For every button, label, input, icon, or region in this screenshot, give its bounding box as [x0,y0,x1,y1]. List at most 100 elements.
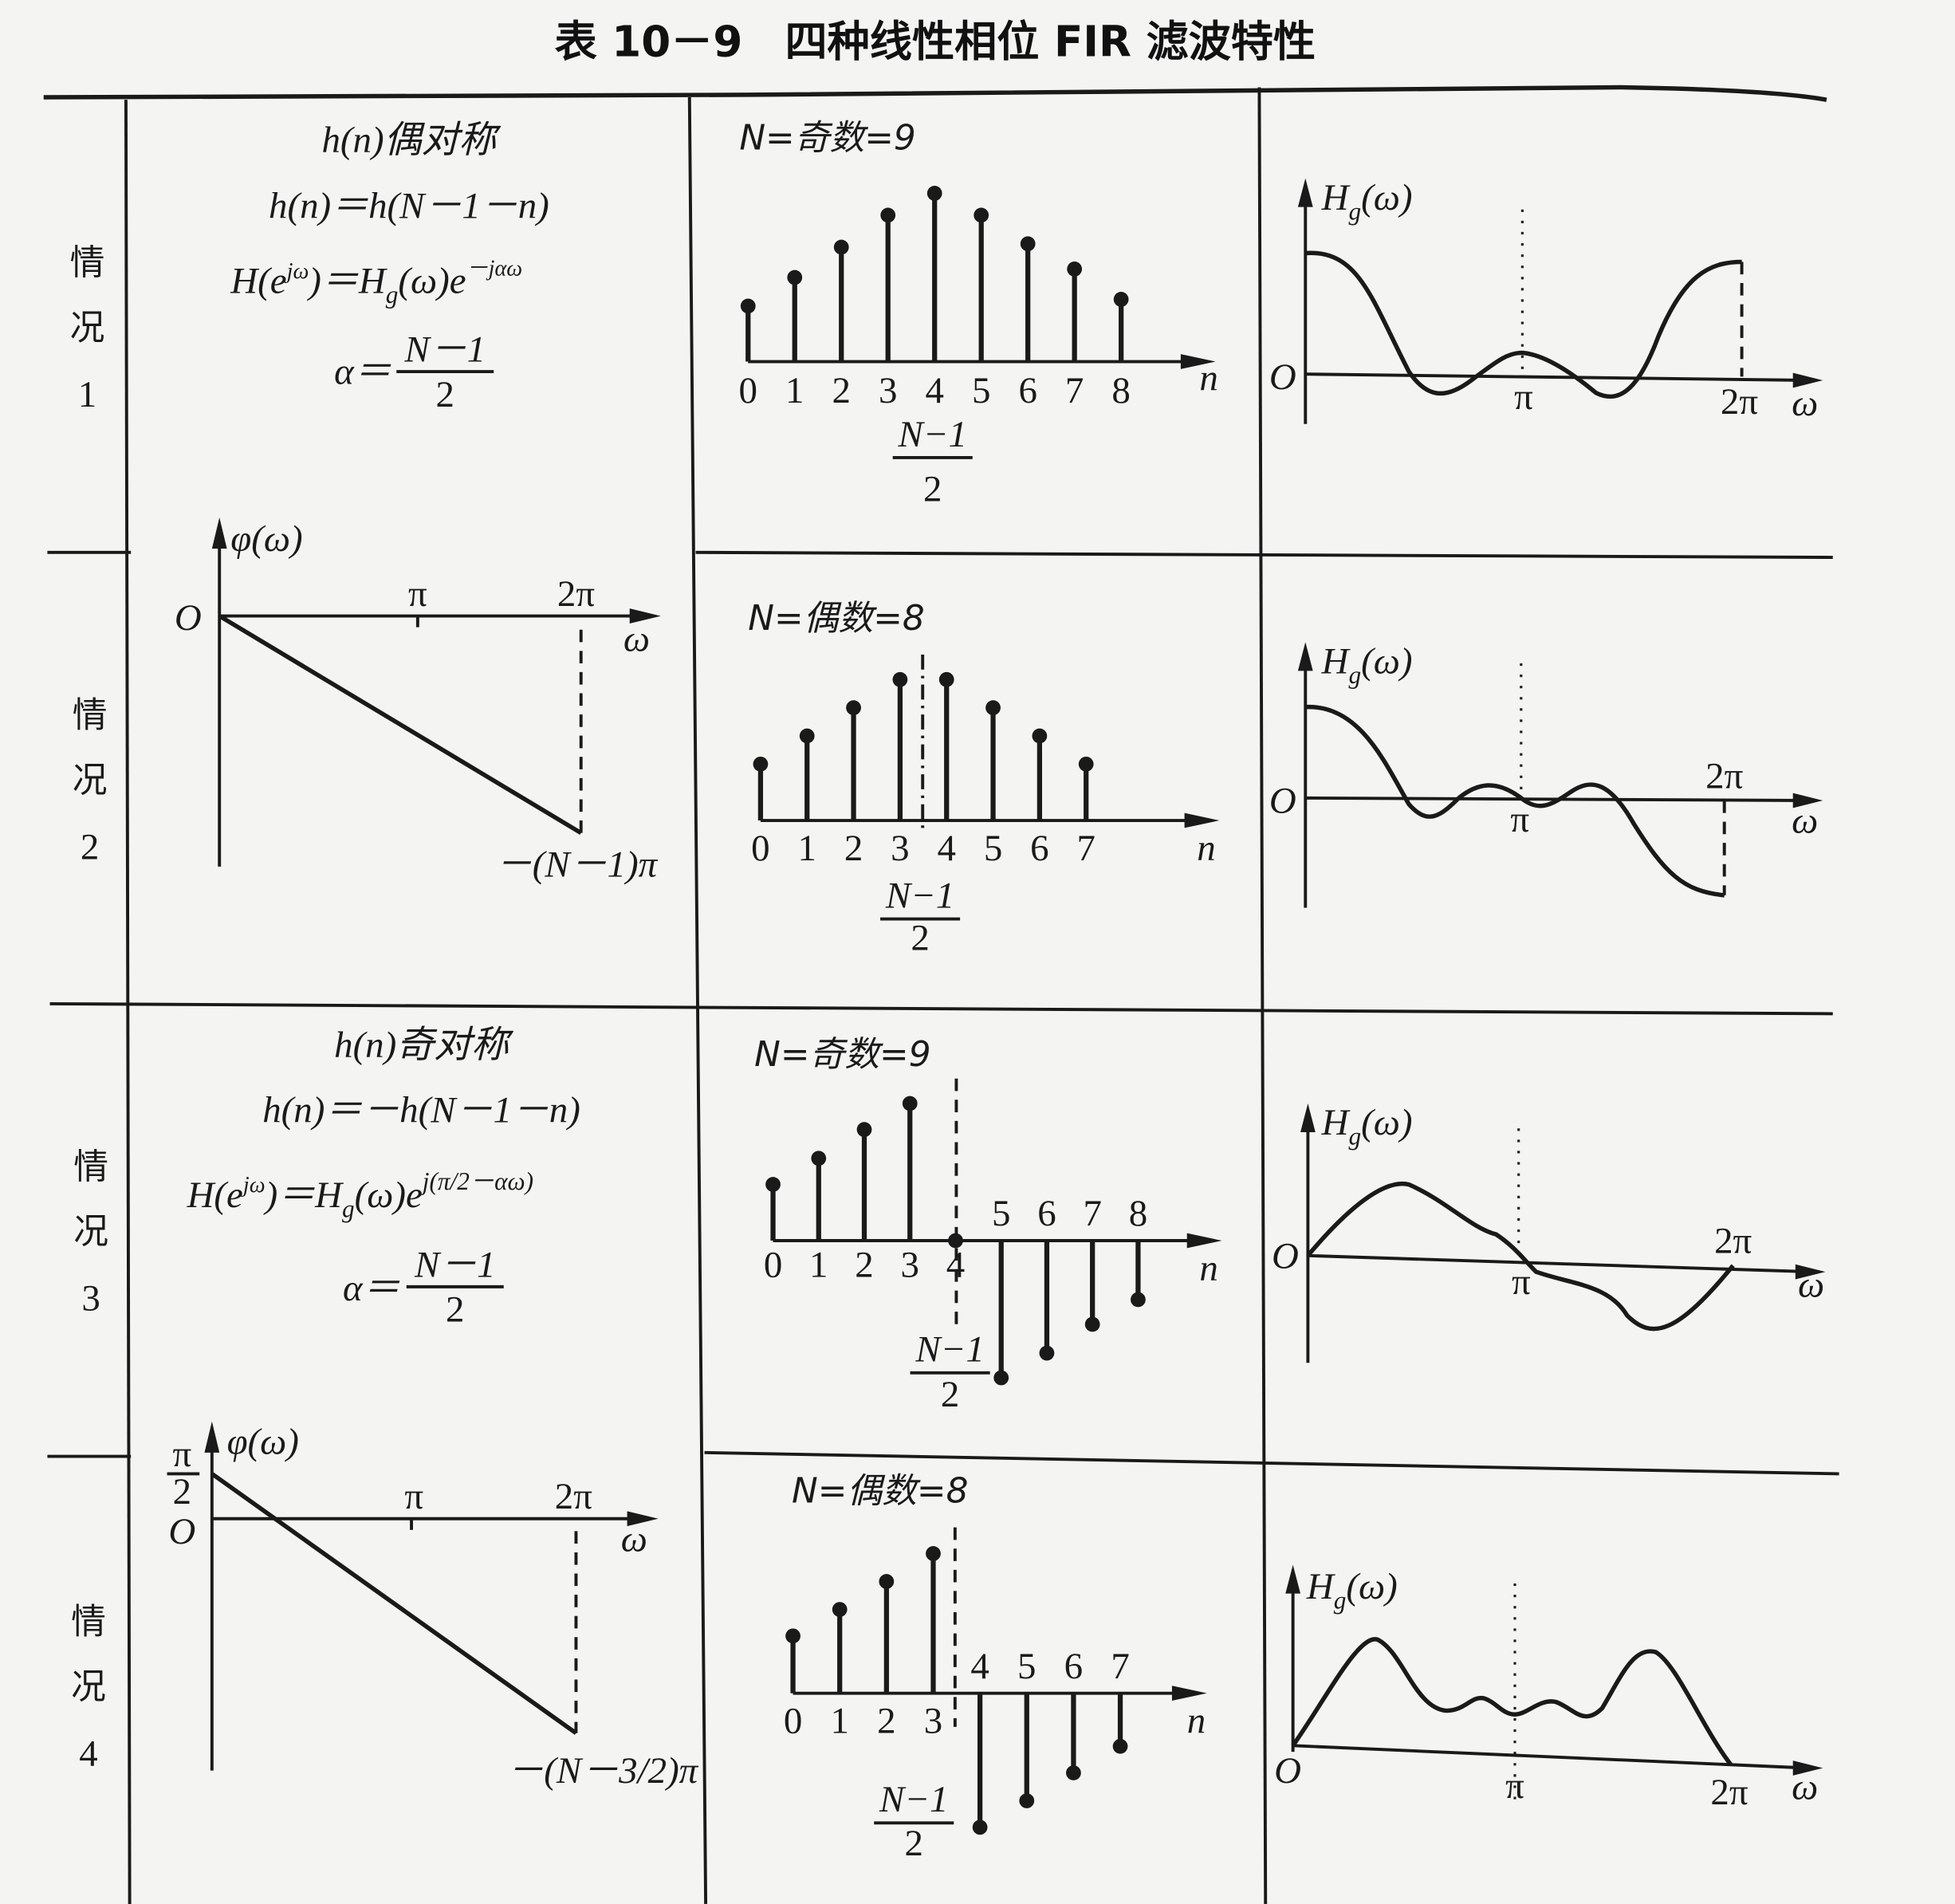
center-label-numerator: N−1 [915,1329,984,1371]
stem-marker [833,239,849,255]
n-tick-label: 3 [924,1701,942,1742]
stem-marker [974,207,989,223]
table-title: 表 10－9 四种线性相位 FIR 滤波特性 [555,17,1316,66]
n-tick-label: 1 [785,370,804,411]
n-tick-label: 6 [1030,828,1048,869]
stem-marker [938,671,954,687]
svg-text:φ(ω): φ(ω) [230,518,302,560]
hg-curve [1306,1181,1735,1332]
svg-text:π: π [404,1476,423,1517]
hg-curve [1305,704,1725,898]
n-tick-label: 4 [970,1646,989,1687]
stem-marker [880,207,896,223]
table-grid [43,85,1839,1904]
svg-text:情: 情 [73,695,108,736]
stem-marker [1131,1292,1146,1308]
svg-text:2π: 2π [1714,1221,1752,1262]
svg-text:h(n)奇对称: h(n)奇对称 [334,1025,514,1066]
svg-text:Hg(ω): Hg(ω) [1321,177,1413,226]
odd-symmetry-formulas: h(n)奇对称 h(n)＝－h(N－1－n) H(ejω)＝Hg(ω)ej(π/… [187,1025,580,1331]
axis-arrow [1184,812,1220,828]
n-axis-label: n [1199,358,1217,399]
stem-plot-3: N=奇数=90 1 2 3 45 6 7 8nN−12 [754,1034,1222,1415]
center-label-denominator: 2 [941,1374,959,1415]
svg-text:ω: ω [1798,1264,1824,1305]
stem-plot-label: N=偶数=8 [748,598,924,639]
frequency-response-formula: H(ejω)＝Hg(ω)ej(π/2－αω) [187,1167,533,1222]
case-label-2: 情 况 2 [73,695,108,868]
stem-marker [846,700,861,716]
stem-marker [902,1096,918,1111]
svg-text:O: O [1269,781,1296,822]
center-label-denominator: 2 [911,918,929,959]
svg-text:ω: ω [1792,1767,1818,1808]
stem-marker [879,1574,895,1589]
svg-text:4: 4 [79,1733,97,1774]
n-tick-label: 3 [901,1244,919,1285]
stem-marker [1032,728,1048,744]
center-label-denominator: 2 [905,1823,923,1864]
stem-marker [799,728,815,744]
phase-line [218,614,583,836]
svg-text:h(n)＝－h(N－1－n): h(n)＝－h(N－1－n) [262,1089,580,1131]
stem-marker [1113,292,1129,307]
svg-text:π: π [1505,1765,1524,1807]
n-axis-label: n [1197,828,1215,869]
svg-text:N－1: N－1 [414,1244,496,1285]
stem-marker [948,1233,963,1249]
hg-plot-1: Hg(ω) O π 2π ω [1269,177,1823,424]
case-label-1: 情 况 1 [70,242,105,415]
n-tick-label: 2 [877,1701,895,1742]
stem-marker [1067,262,1083,277]
hg-curve [1305,250,1742,399]
stem-marker [1084,1316,1100,1332]
stem-plot-label: N=奇数=9 [754,1034,930,1075]
svg-text:O: O [1272,1235,1299,1277]
n-tick-label: 4 [937,828,955,869]
n-tick-label: 7 [1065,370,1084,411]
n-tick-label: 1 [798,828,816,869]
stem-marker [785,1628,800,1644]
center-label-numerator: N−1 [879,1779,948,1820]
svg-text:2π: 2π [1705,755,1743,797]
svg-text:h(n)＝h(N－1－n): h(n)＝h(N－1－n) [269,186,549,227]
svg-text:1: 1 [78,374,96,415]
svg-text:O: O [175,597,202,639]
n-tick-label: 1 [809,1244,828,1285]
stem-plot-label: N=偶数=8 [792,1470,968,1511]
center-label-denominator: 2 [923,469,942,510]
svg-text:π: π [1510,799,1529,840]
n-tick-label: 5 [984,828,1002,869]
svg-text:ω: ω [623,618,650,659]
svg-text:－(N－1)π: －(N－1)π [495,844,659,885]
svg-text:ω: ω [621,1518,647,1560]
svg-text:况: 况 [73,760,108,801]
n-tick-label: 4 [925,370,943,411]
axis-arrow [1186,1233,1222,1249]
svg-text:2: 2 [446,1289,464,1331]
svg-text:π: π [172,1434,191,1475]
svg-text:Hg(ω): Hg(ω) [1321,640,1413,689]
axis-arrow [1180,354,1216,369]
stem-marker [1066,1765,1081,1780]
svg-text:况: 况 [73,1211,108,1252]
stem-marker [787,269,803,285]
svg-text:Hg(ω): Hg(ω) [1306,1566,1398,1615]
svg-text:α＝: α＝ [334,352,391,393]
svg-text:ω: ω [1792,383,1818,424]
svg-text:情: 情 [71,1602,106,1642]
n-tick-label: 2 [832,370,851,411]
stem-marker [985,700,1001,716]
stem-plot-2: N=偶数=80 1 2 3 4 5 6 7 nN−12 [748,598,1220,959]
stem-marker [753,756,769,772]
n-tick-label: 8 [1129,1193,1147,1234]
svg-text:O: O [1274,1750,1301,1792]
svg-text:O: O [1269,356,1296,398]
case-label-4: 情 况 4 [71,1602,106,1775]
stem-marker [972,1819,988,1835]
n-tick-label: 2 [844,828,863,869]
stem-marker [740,298,756,314]
hg-plot-3: Hg(ω) O π 2π ω [1272,1102,1826,1363]
frequency-response-formula: H(ejω)＝Hg(ω)e－jαω [230,257,522,309]
n-tick-label: 7 [1111,1646,1129,1687]
